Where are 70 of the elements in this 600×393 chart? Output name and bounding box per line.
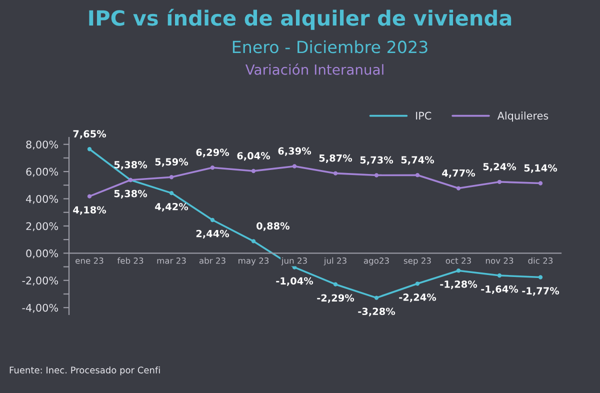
point [415, 282, 420, 286]
x-tick-label: may 23 [238, 257, 269, 266]
x-tick-label: nov 23 [486, 257, 514, 264]
y-tick-label: 6,00% [26, 168, 58, 177]
data-label: 2,44% [196, 230, 230, 238]
data-label: 5,14% [524, 164, 558, 173]
data-label: 4,18% [73, 206, 106, 215]
data-label: 6,29% [196, 148, 230, 158]
x-tick-label: sep 23 [404, 257, 431, 266]
point [292, 164, 297, 168]
data-label: 0,88% [256, 222, 290, 231]
data-label: 5,87% [319, 154, 352, 163]
x-tick-label: jun 23 [281, 257, 307, 266]
data-label: -1,64% [481, 285, 518, 294]
point [497, 180, 502, 184]
y-tick-label: 2,00% [26, 222, 58, 232]
data-label: 7,65% [73, 130, 106, 139]
data-label: 5,73% [360, 156, 394, 165]
legend-label: IPC [416, 112, 432, 120]
data-label: -1,04% [276, 277, 314, 286]
data-label: 6,04% [237, 152, 270, 161]
data-label: 4,77% [442, 169, 476, 178]
x-tick-label: ago23 [364, 257, 389, 266]
x-tick-label: feb 23 [117, 257, 144, 264]
x-tick-label: abr 23 [199, 257, 226, 264]
y-tick-label: 0,00% [26, 249, 58, 258]
data-label: -2,29% [317, 294, 354, 303]
y-tick-label: -4,00% [22, 304, 58, 313]
point [497, 273, 502, 278]
point [456, 186, 461, 190]
data-label: 6,39% [278, 147, 312, 156]
point [87, 147, 92, 152]
data-label: 5,24% [483, 162, 516, 172]
point [333, 282, 338, 286]
point [538, 275, 543, 280]
legend-label: Alquileres [497, 112, 548, 122]
point [251, 168, 256, 174]
point [210, 218, 215, 222]
point [87, 194, 92, 198]
data-label: -1,28% [440, 280, 478, 290]
point [538, 181, 543, 186]
point [169, 175, 174, 180]
x-tick-label: dic 23 [528, 257, 553, 264]
text: Variación Interanual [245, 64, 384, 75]
chart-subtitle: Enero - Diciembre 2023 [232, 40, 428, 54]
x-tick-label: oct 23 [446, 257, 471, 264]
x-tick-label: ene 23 [76, 257, 104, 264]
point [169, 190, 174, 196]
data-label: 5,59% [155, 158, 188, 167]
point [251, 239, 256, 244]
x-tick-label: jul 23 [324, 257, 346, 266]
point [415, 173, 420, 178]
point [210, 166, 215, 170]
data-label: -1,77% [522, 287, 560, 296]
source-note: Fuente: Inec. Procesado por Cenfi [10, 366, 160, 376]
data-label: 5,38% [114, 161, 148, 170]
point [333, 171, 338, 176]
data-label: 5,74% [401, 156, 434, 165]
point [456, 268, 461, 273]
y-tick-label: -2,00% [22, 276, 58, 286]
data-label: -2,24% [399, 294, 436, 302]
data-label: 4,42% [155, 202, 188, 212]
point [374, 296, 379, 300]
point [374, 173, 379, 178]
data-label: 5,38% [114, 190, 148, 198]
y-tick-label: 4,00% [26, 194, 58, 204]
data-label: -3,28% [358, 308, 396, 316]
x-tick-label: mar 23 [157, 257, 186, 264]
y-tick-label: 8,00% [26, 140, 58, 150]
chart-title: IPC vs índice de alquiler de vivienda [89, 8, 512, 30]
